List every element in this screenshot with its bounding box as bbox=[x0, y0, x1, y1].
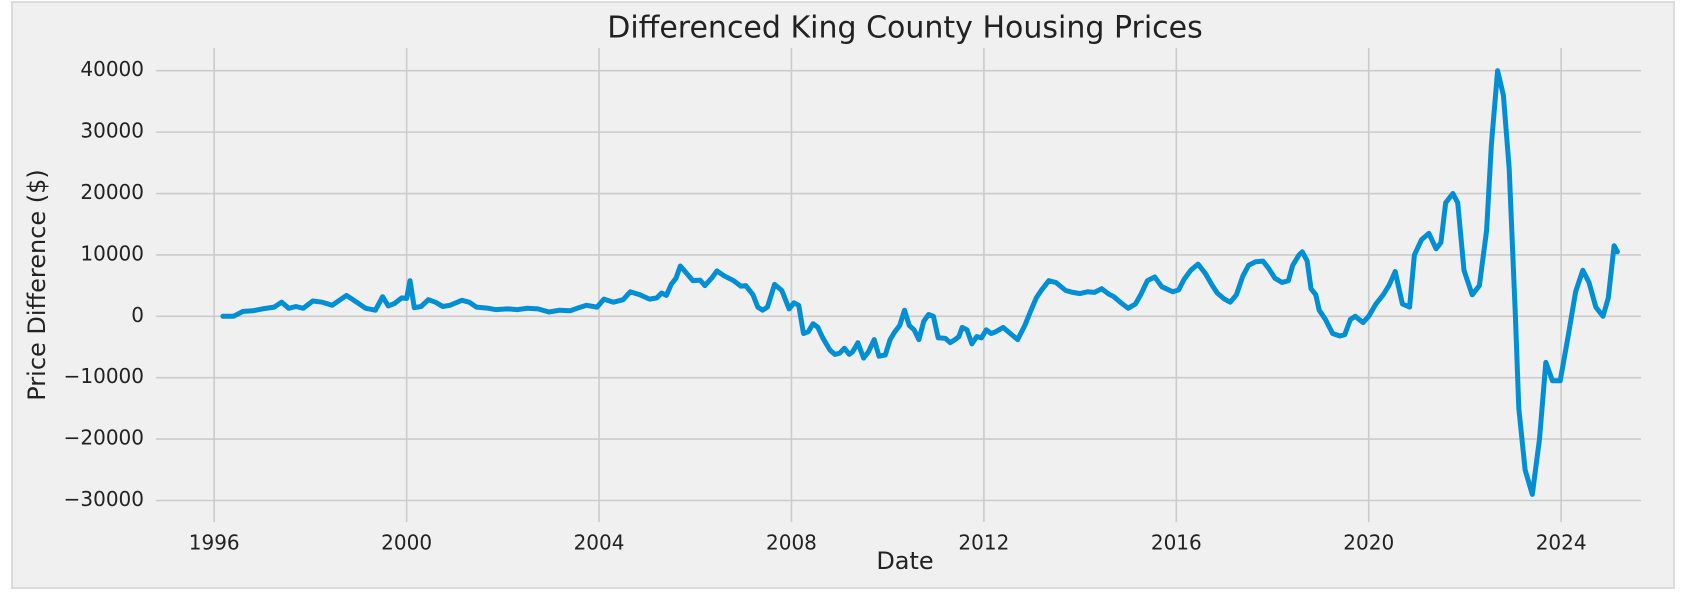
x-axis-label: Date bbox=[876, 547, 933, 575]
x-tick-label: 2008 bbox=[766, 531, 817, 555]
x-tick-label: 2024 bbox=[1536, 531, 1587, 555]
y-tick-label: −30000 bbox=[64, 487, 144, 511]
x-tick-label: 2004 bbox=[574, 531, 625, 555]
y-tick-label: 10000 bbox=[80, 241, 144, 265]
x-tick-label: 2016 bbox=[1151, 531, 1202, 555]
y-axis-label: Price Difference ($) bbox=[23, 169, 51, 401]
y-tick-label: 40000 bbox=[80, 57, 144, 81]
y-tick-label: −20000 bbox=[64, 426, 144, 450]
x-tick-label: 1996 bbox=[189, 531, 240, 555]
x-tick-label: 2020 bbox=[1343, 531, 1394, 555]
y-tick-label: 30000 bbox=[80, 119, 144, 143]
x-tick-label: 2012 bbox=[958, 531, 1009, 555]
data-line bbox=[220, 68, 1620, 497]
y-tick-label: −10000 bbox=[64, 364, 144, 388]
y-tick-label: 0 bbox=[131, 303, 144, 327]
figure-background bbox=[11, 1, 1675, 589]
y-tick-label: 20000 bbox=[80, 180, 144, 204]
chart-title: Differenced King County Housing Prices bbox=[607, 11, 1203, 46]
x-tick-label: 2000 bbox=[381, 531, 432, 555]
